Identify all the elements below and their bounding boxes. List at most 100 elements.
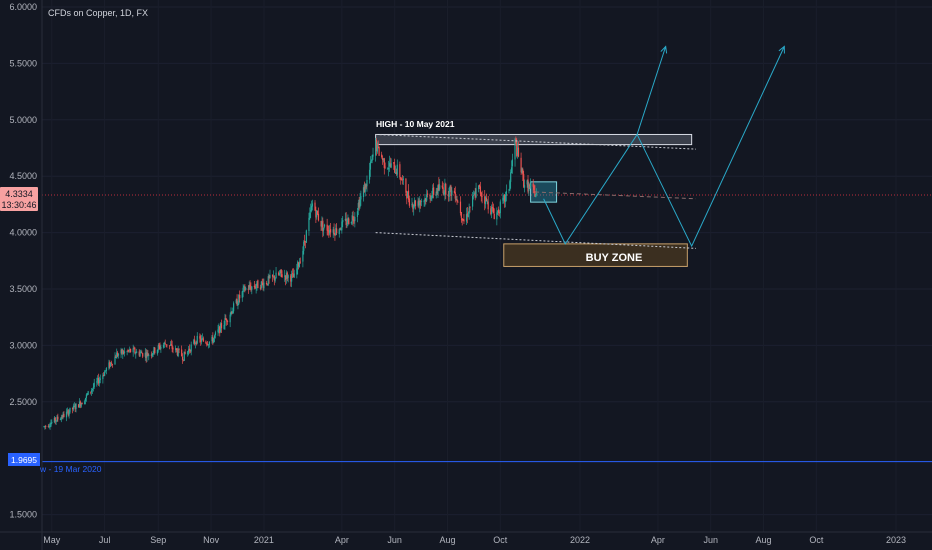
candle-body [187, 351, 189, 355]
candle-body [417, 201, 419, 206]
candle-body [473, 193, 475, 195]
x-tick-label: Jul [99, 535, 111, 545]
candle-body [457, 201, 459, 203]
candle-body [388, 167, 390, 170]
candle-body [152, 353, 154, 355]
candle-body [393, 162, 395, 164]
candle-body [178, 349, 180, 351]
candle-body [455, 199, 457, 201]
candle-body [315, 210, 317, 218]
candle-body [362, 187, 365, 197]
trendlines-layer[interactable] [375, 133, 697, 249]
candle-body [78, 401, 81, 408]
candle-body [353, 219, 355, 222]
candle-body [535, 194, 537, 198]
candles-layer [43, 136, 538, 430]
candle-body [430, 198, 432, 200]
candle-body [460, 212, 462, 218]
candle-body [414, 200, 417, 207]
upper-trendline[interactable] [375, 133, 697, 150]
candle-body [342, 219, 344, 223]
candle-body [256, 281, 258, 286]
candle-body [297, 261, 299, 270]
candle-body [239, 294, 241, 299]
candle-body [418, 200, 420, 206]
x-tick-label: Oct [809, 535, 824, 545]
candle-body [194, 342, 197, 344]
projection-layer[interactable] [543, 45, 785, 248]
candle-body [146, 352, 148, 358]
x-tick-label: Apr [335, 535, 349, 545]
high-zone-box[interactable] [375, 133, 693, 146]
candle-body [84, 401, 86, 405]
candle-body [275, 272, 277, 279]
candle-body [229, 314, 231, 323]
low-price-tag[interactable] [8, 453, 40, 466]
candle-body [491, 206, 493, 215]
candle-body [182, 359, 185, 361]
candle-body [340, 229, 342, 231]
candle-body [156, 349, 159, 354]
lower-trendline[interactable] [375, 232, 697, 249]
candle-body [116, 352, 118, 359]
candle-body [241, 291, 243, 298]
candle-body [284, 275, 286, 277]
candle-body [509, 181, 511, 191]
candle-body [370, 161, 372, 163]
candle-body [436, 191, 438, 194]
candle-body [231, 311, 233, 314]
candle-body [522, 169, 524, 175]
projection-arrowhead-2 [660, 45, 668, 54]
candle-body [395, 172, 398, 174]
candle-body [257, 280, 259, 289]
candle-body [274, 278, 276, 281]
candle-body [332, 229, 334, 233]
current-price-value: 4.3334 [5, 189, 33, 199]
candle-body [523, 185, 526, 188]
candle-body [383, 158, 385, 168]
candle-body [129, 348, 132, 353]
current-price-tag[interactable] [0, 187, 38, 211]
candle-body [220, 323, 222, 333]
candle-body [121, 349, 123, 354]
candle-body [111, 364, 114, 365]
candle-body [116, 352, 119, 356]
candle-body [251, 286, 253, 290]
projection-arrowhead [778, 45, 785, 54]
projection-arrow-line[interactable] [636, 46, 667, 135]
y-tick-label: 3.0000 [9, 340, 37, 350]
candle-body [90, 391, 92, 393]
candle-body [530, 184, 532, 187]
candle-body [304, 240, 306, 243]
x-tick-label: Jun [703, 535, 718, 545]
candle-body [69, 407, 71, 413]
candle-body [529, 185, 531, 187]
candle-body [363, 186, 365, 193]
candle-body [316, 210, 318, 217]
candle-body [104, 371, 106, 377]
candle-body [442, 187, 444, 194]
buy-zone-label: BUY ZONE [586, 252, 643, 264]
candle-body [279, 270, 281, 273]
candle-body [91, 388, 94, 391]
candle-body [187, 349, 190, 353]
candle-body [439, 185, 441, 190]
candle-body [479, 186, 481, 194]
candle-body [517, 147, 519, 156]
candle-body [423, 200, 425, 203]
candle-body [218, 327, 220, 330]
candle-body [310, 209, 312, 212]
candle-body [200, 338, 203, 342]
candle-body [105, 368, 107, 371]
candle-body [516, 143, 518, 156]
candle-body [463, 219, 465, 222]
candle-body [259, 287, 262, 289]
candle-body [498, 211, 501, 214]
candle-body [314, 202, 316, 211]
candle-body [462, 219, 464, 221]
mid-dashed-line[interactable] [534, 191, 697, 200]
candle-body [510, 167, 513, 174]
candle-body [510, 172, 512, 182]
